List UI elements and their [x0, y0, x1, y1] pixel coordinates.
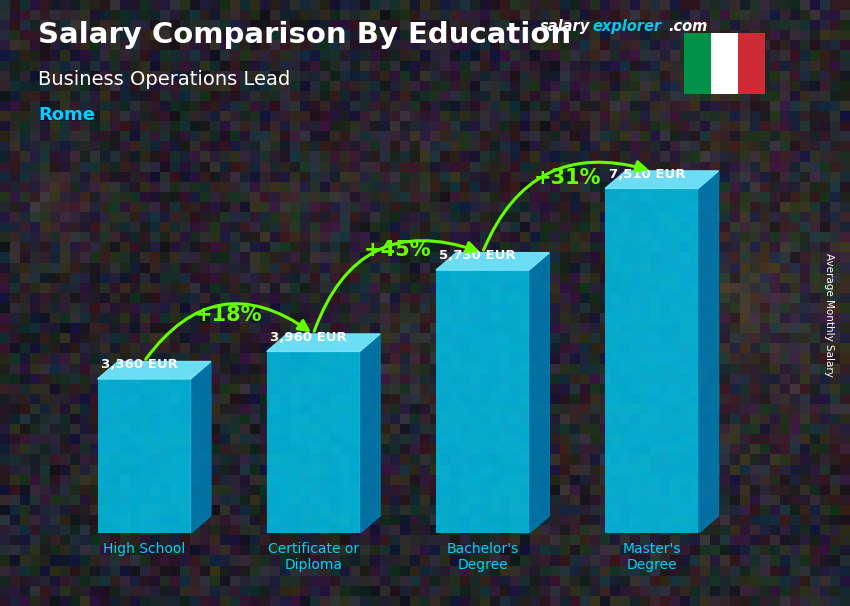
Polygon shape [190, 362, 211, 533]
Text: explorer: explorer [592, 19, 661, 35]
Text: salary: salary [540, 19, 590, 35]
Polygon shape [605, 171, 718, 188]
Polygon shape [529, 253, 549, 533]
Text: Business Operations Lead: Business Operations Lead [38, 70, 291, 88]
Polygon shape [360, 334, 380, 533]
Text: 5,730 EUR: 5,730 EUR [439, 249, 516, 262]
Text: +45%: +45% [364, 241, 432, 261]
Bar [711, 33, 738, 94]
Text: +18%: +18% [195, 305, 263, 325]
Bar [738, 33, 765, 94]
Text: .com: .com [668, 19, 707, 35]
FancyBboxPatch shape [267, 351, 360, 533]
Polygon shape [698, 171, 718, 533]
Text: Salary Comparison By Education: Salary Comparison By Education [38, 21, 571, 49]
Text: 3,360 EUR: 3,360 EUR [101, 358, 178, 371]
Text: 3,960 EUR: 3,960 EUR [270, 330, 347, 344]
Text: +31%: +31% [533, 168, 601, 188]
Polygon shape [98, 362, 211, 379]
FancyBboxPatch shape [98, 379, 190, 533]
Polygon shape [267, 334, 380, 351]
FancyBboxPatch shape [436, 270, 529, 533]
Text: Average Monthly Salary: Average Monthly Salary [824, 253, 834, 377]
Bar [684, 33, 711, 94]
Text: 7,510 EUR: 7,510 EUR [609, 167, 685, 181]
FancyBboxPatch shape [605, 188, 698, 533]
Polygon shape [436, 253, 549, 270]
Text: Rome: Rome [38, 106, 95, 124]
